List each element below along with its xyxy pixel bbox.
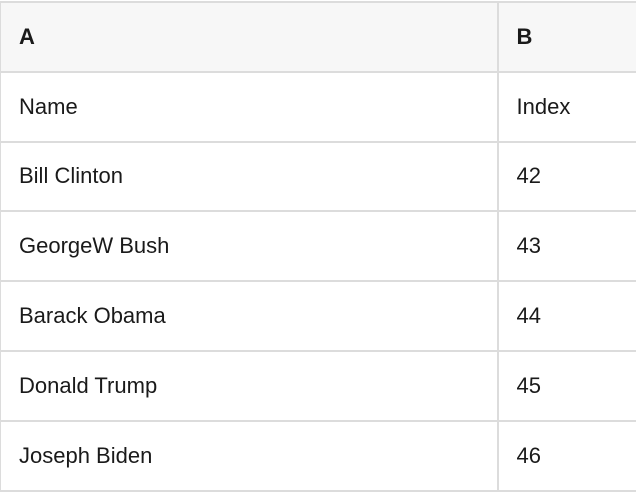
cell-b-row-4[interactable]: 45 bbox=[498, 351, 636, 421]
cell-a-row-1[interactable]: Bill Clinton bbox=[1, 142, 498, 212]
cell-b-row-0[interactable]: Index bbox=[498, 72, 636, 142]
cell-b-row-1[interactable]: 42 bbox=[498, 142, 636, 212]
cell-b-row-3[interactable]: 44 bbox=[498, 281, 636, 351]
cell-b-row-5[interactable]: 46 bbox=[498, 421, 636, 491]
cell-a-row-0[interactable]: Name bbox=[1, 72, 498, 142]
cell-a-row-2[interactable]: GeorgeW Bush bbox=[1, 211, 498, 281]
cell-b-row-2[interactable]: 43 bbox=[498, 211, 636, 281]
header-row: A B bbox=[1, 2, 636, 72]
cell-a-row-4[interactable]: Donald Trump bbox=[1, 351, 498, 421]
column-header-b[interactable]: B bbox=[498, 2, 636, 72]
cell-a-row-3[interactable]: Barack Obama bbox=[1, 281, 498, 351]
cell-a-row-5[interactable]: Joseph Biden bbox=[1, 421, 498, 491]
column-header-a[interactable]: A bbox=[1, 2, 498, 72]
